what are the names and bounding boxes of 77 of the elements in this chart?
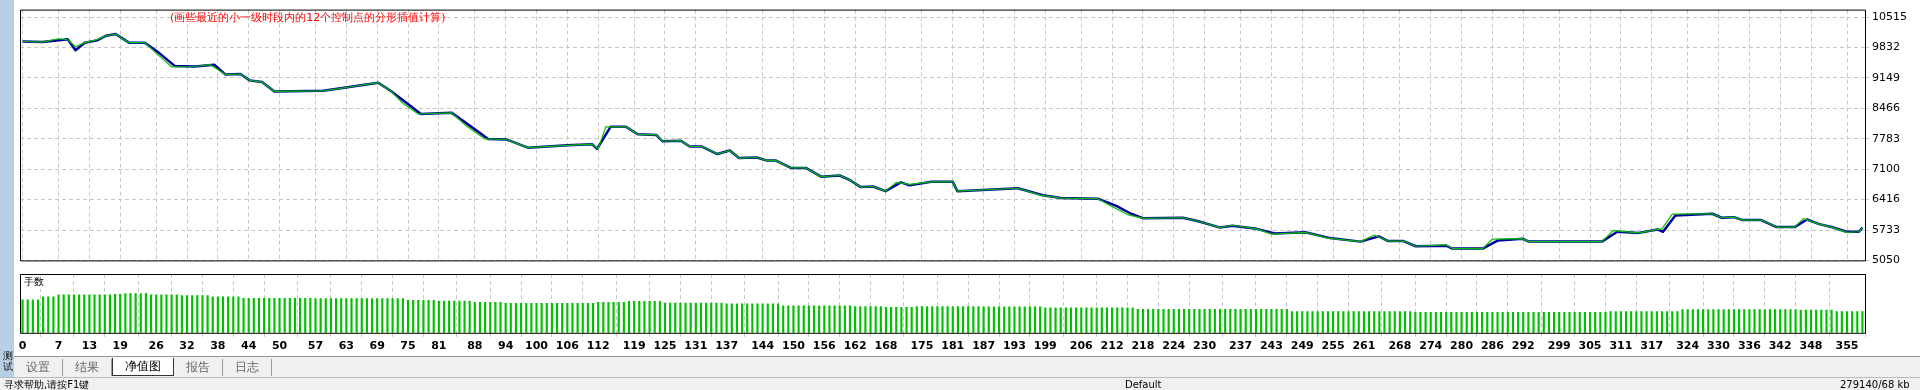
y-tick-label: 7100 <box>1872 162 1900 176</box>
x-tick-label: 292 <box>1511 339 1535 353</box>
x-tick-label: 75 <box>400 339 416 353</box>
text: 279140/68 kb <box>1840 378 1910 390</box>
x-tick-label: 100 <box>525 339 549 353</box>
x-tick-label: 324 <box>1676 339 1700 353</box>
x-tick-label: 150 <box>781 339 806 353</box>
text: 测试 <box>2 350 13 372</box>
x-tick-label: 131 <box>684 339 708 353</box>
x-tick-label: 19 <box>112 339 128 353</box>
x-tick-label: 106 <box>555 339 580 353</box>
x-tick-label: 237 <box>1229 339 1253 353</box>
x-tick-label: 330 <box>1707 339 1731 353</box>
text: 结果 <box>63 358 112 376</box>
x-tick-label: 199 <box>1033 339 1057 353</box>
x-tick-label: 94 <box>498 339 514 353</box>
x-tick-label: 342 <box>1768 339 1792 353</box>
x-tick-label: 305 <box>1578 339 1602 353</box>
x-tick-label: 81 <box>431 339 447 353</box>
x-tick-label: 156 <box>812 339 837 353</box>
text: Default <box>1125 378 1162 390</box>
x-tick-label: 26 <box>148 339 165 353</box>
x-tick-label: 112 <box>586 339 610 353</box>
x-tick-label: 299 <box>1547 339 1571 353</box>
x-tick-label: 268 <box>1388 339 1412 353</box>
x-tick-label: 218 <box>1131 339 1155 353</box>
x-tick-label: 57 <box>307 339 324 353</box>
x-tick-label: 13 <box>81 339 98 353</box>
text: 日志 <box>223 358 272 376</box>
x-tick-label: 137 <box>715 339 739 353</box>
y-tick-label: 7783 <box>1872 131 1900 145</box>
y-tick-label: 9832 <box>1872 40 1900 54</box>
x-tick-label: 119 <box>622 339 646 353</box>
x-tick-label: 230 <box>1193 339 1217 353</box>
y-axis-title: 手数 <box>24 275 44 287</box>
x-tick-label: 162 <box>843 339 867 353</box>
chart-title: (画些最近的小一级时段内的12个控制点的分形插值计算) <box>170 10 446 24</box>
x-tick-label: 336 <box>1737 339 1762 353</box>
text: 设置 <box>14 358 63 376</box>
x-tick-label: 7 <box>54 339 63 353</box>
x-tick-label: 249 <box>1290 339 1314 353</box>
x-tick-label: 125 <box>653 339 677 353</box>
x-tick-label: 193 <box>1002 339 1026 353</box>
x-tick-label: 69 <box>369 339 385 353</box>
x-tick-label: 32 <box>179 339 195 353</box>
x-tick-label: 50 <box>271 339 288 353</box>
y-tick-label: 10515 <box>1872 10 1907 24</box>
x-tick-label: 168 <box>874 339 898 353</box>
x-tick-label: 88 <box>467 339 483 353</box>
y-tick-label: 6416 <box>1872 192 1900 206</box>
x-tick-label: 44 <box>241 339 257 353</box>
y-tick-label: 9149 <box>1872 70 1900 84</box>
x-tick-label: 206 <box>1069 339 1094 353</box>
x-tick-label: 255 <box>1321 339 1345 353</box>
x-tick-label: 187 <box>972 339 996 353</box>
x-tick-label: 38 <box>210 339 226 353</box>
x-tick-label: 243 <box>1259 339 1283 353</box>
text: 报告 <box>174 358 223 376</box>
x-tick-label: 144 <box>751 339 775 353</box>
x-tick-label: 311 <box>1609 339 1633 353</box>
x-tick-label: 274 <box>1419 339 1443 353</box>
y-tick-label: 5733 <box>1872 222 1900 236</box>
x-tick-label: 261 <box>1352 339 1376 353</box>
x-tick-label: 181 <box>941 339 965 353</box>
x-tick-label: 355 <box>1835 339 1859 353</box>
y-tick-label: 5050 <box>1872 253 1900 267</box>
x-tick-label: 280 <box>1450 339 1474 353</box>
x-tick-label: 63 <box>338 339 354 353</box>
x-tick-label: 212 <box>1100 339 1124 353</box>
x-tick-label: 348 <box>1799 339 1823 353</box>
x-tick-label: 0 <box>18 339 27 353</box>
y-tick-label: 8466 <box>1872 101 1900 115</box>
x-tick-label: 224 <box>1162 339 1186 353</box>
x-tick-label: 175 <box>910 339 934 353</box>
x-tick-label: 317 <box>1640 339 1664 353</box>
text: 寻求帮助,请按F1键 <box>4 378 90 390</box>
x-tick-label: 286 <box>1480 339 1505 353</box>
